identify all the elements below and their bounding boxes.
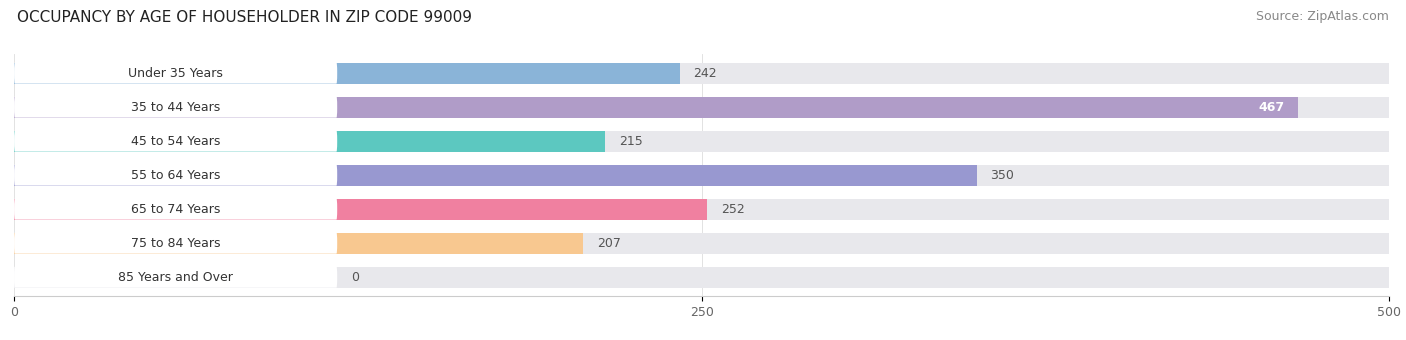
Text: 0: 0 — [352, 271, 359, 284]
Bar — [14, 97, 1298, 118]
Bar — [14, 131, 1389, 152]
Text: 35 to 44 Years: 35 to 44 Years — [131, 101, 221, 114]
FancyBboxPatch shape — [14, 63, 337, 84]
Text: 242: 242 — [693, 67, 717, 80]
FancyBboxPatch shape — [14, 267, 337, 288]
Bar — [14, 267, 1389, 288]
FancyBboxPatch shape — [14, 131, 337, 152]
Text: 45 to 54 Years: 45 to 54 Years — [131, 135, 221, 148]
Text: 65 to 74 Years: 65 to 74 Years — [131, 203, 221, 216]
Text: Under 35 Years: Under 35 Years — [128, 67, 224, 80]
Text: 467: 467 — [1258, 101, 1285, 114]
Text: OCCUPANCY BY AGE OF HOUSEHOLDER IN ZIP CODE 99009: OCCUPANCY BY AGE OF HOUSEHOLDER IN ZIP C… — [17, 10, 472, 25]
Bar — [14, 97, 1389, 118]
Text: 207: 207 — [598, 237, 621, 250]
Text: 55 to 64 Years: 55 to 64 Years — [131, 169, 221, 182]
Bar — [14, 131, 606, 152]
Text: 85 Years and Over: 85 Years and Over — [118, 271, 233, 284]
Bar — [14, 199, 1389, 220]
Bar — [14, 199, 707, 220]
FancyBboxPatch shape — [14, 97, 337, 118]
Bar — [14, 233, 1389, 254]
Bar — [14, 63, 1389, 84]
FancyBboxPatch shape — [14, 165, 337, 186]
Bar — [14, 165, 1389, 186]
Bar — [14, 165, 977, 186]
Bar — [14, 233, 583, 254]
Text: 350: 350 — [990, 169, 1014, 182]
Text: 252: 252 — [721, 203, 745, 216]
Text: Source: ZipAtlas.com: Source: ZipAtlas.com — [1256, 10, 1389, 23]
Text: 75 to 84 Years: 75 to 84 Years — [131, 237, 221, 250]
FancyBboxPatch shape — [14, 233, 337, 254]
Bar — [14, 63, 679, 84]
FancyBboxPatch shape — [14, 199, 337, 220]
Text: 215: 215 — [619, 135, 643, 148]
